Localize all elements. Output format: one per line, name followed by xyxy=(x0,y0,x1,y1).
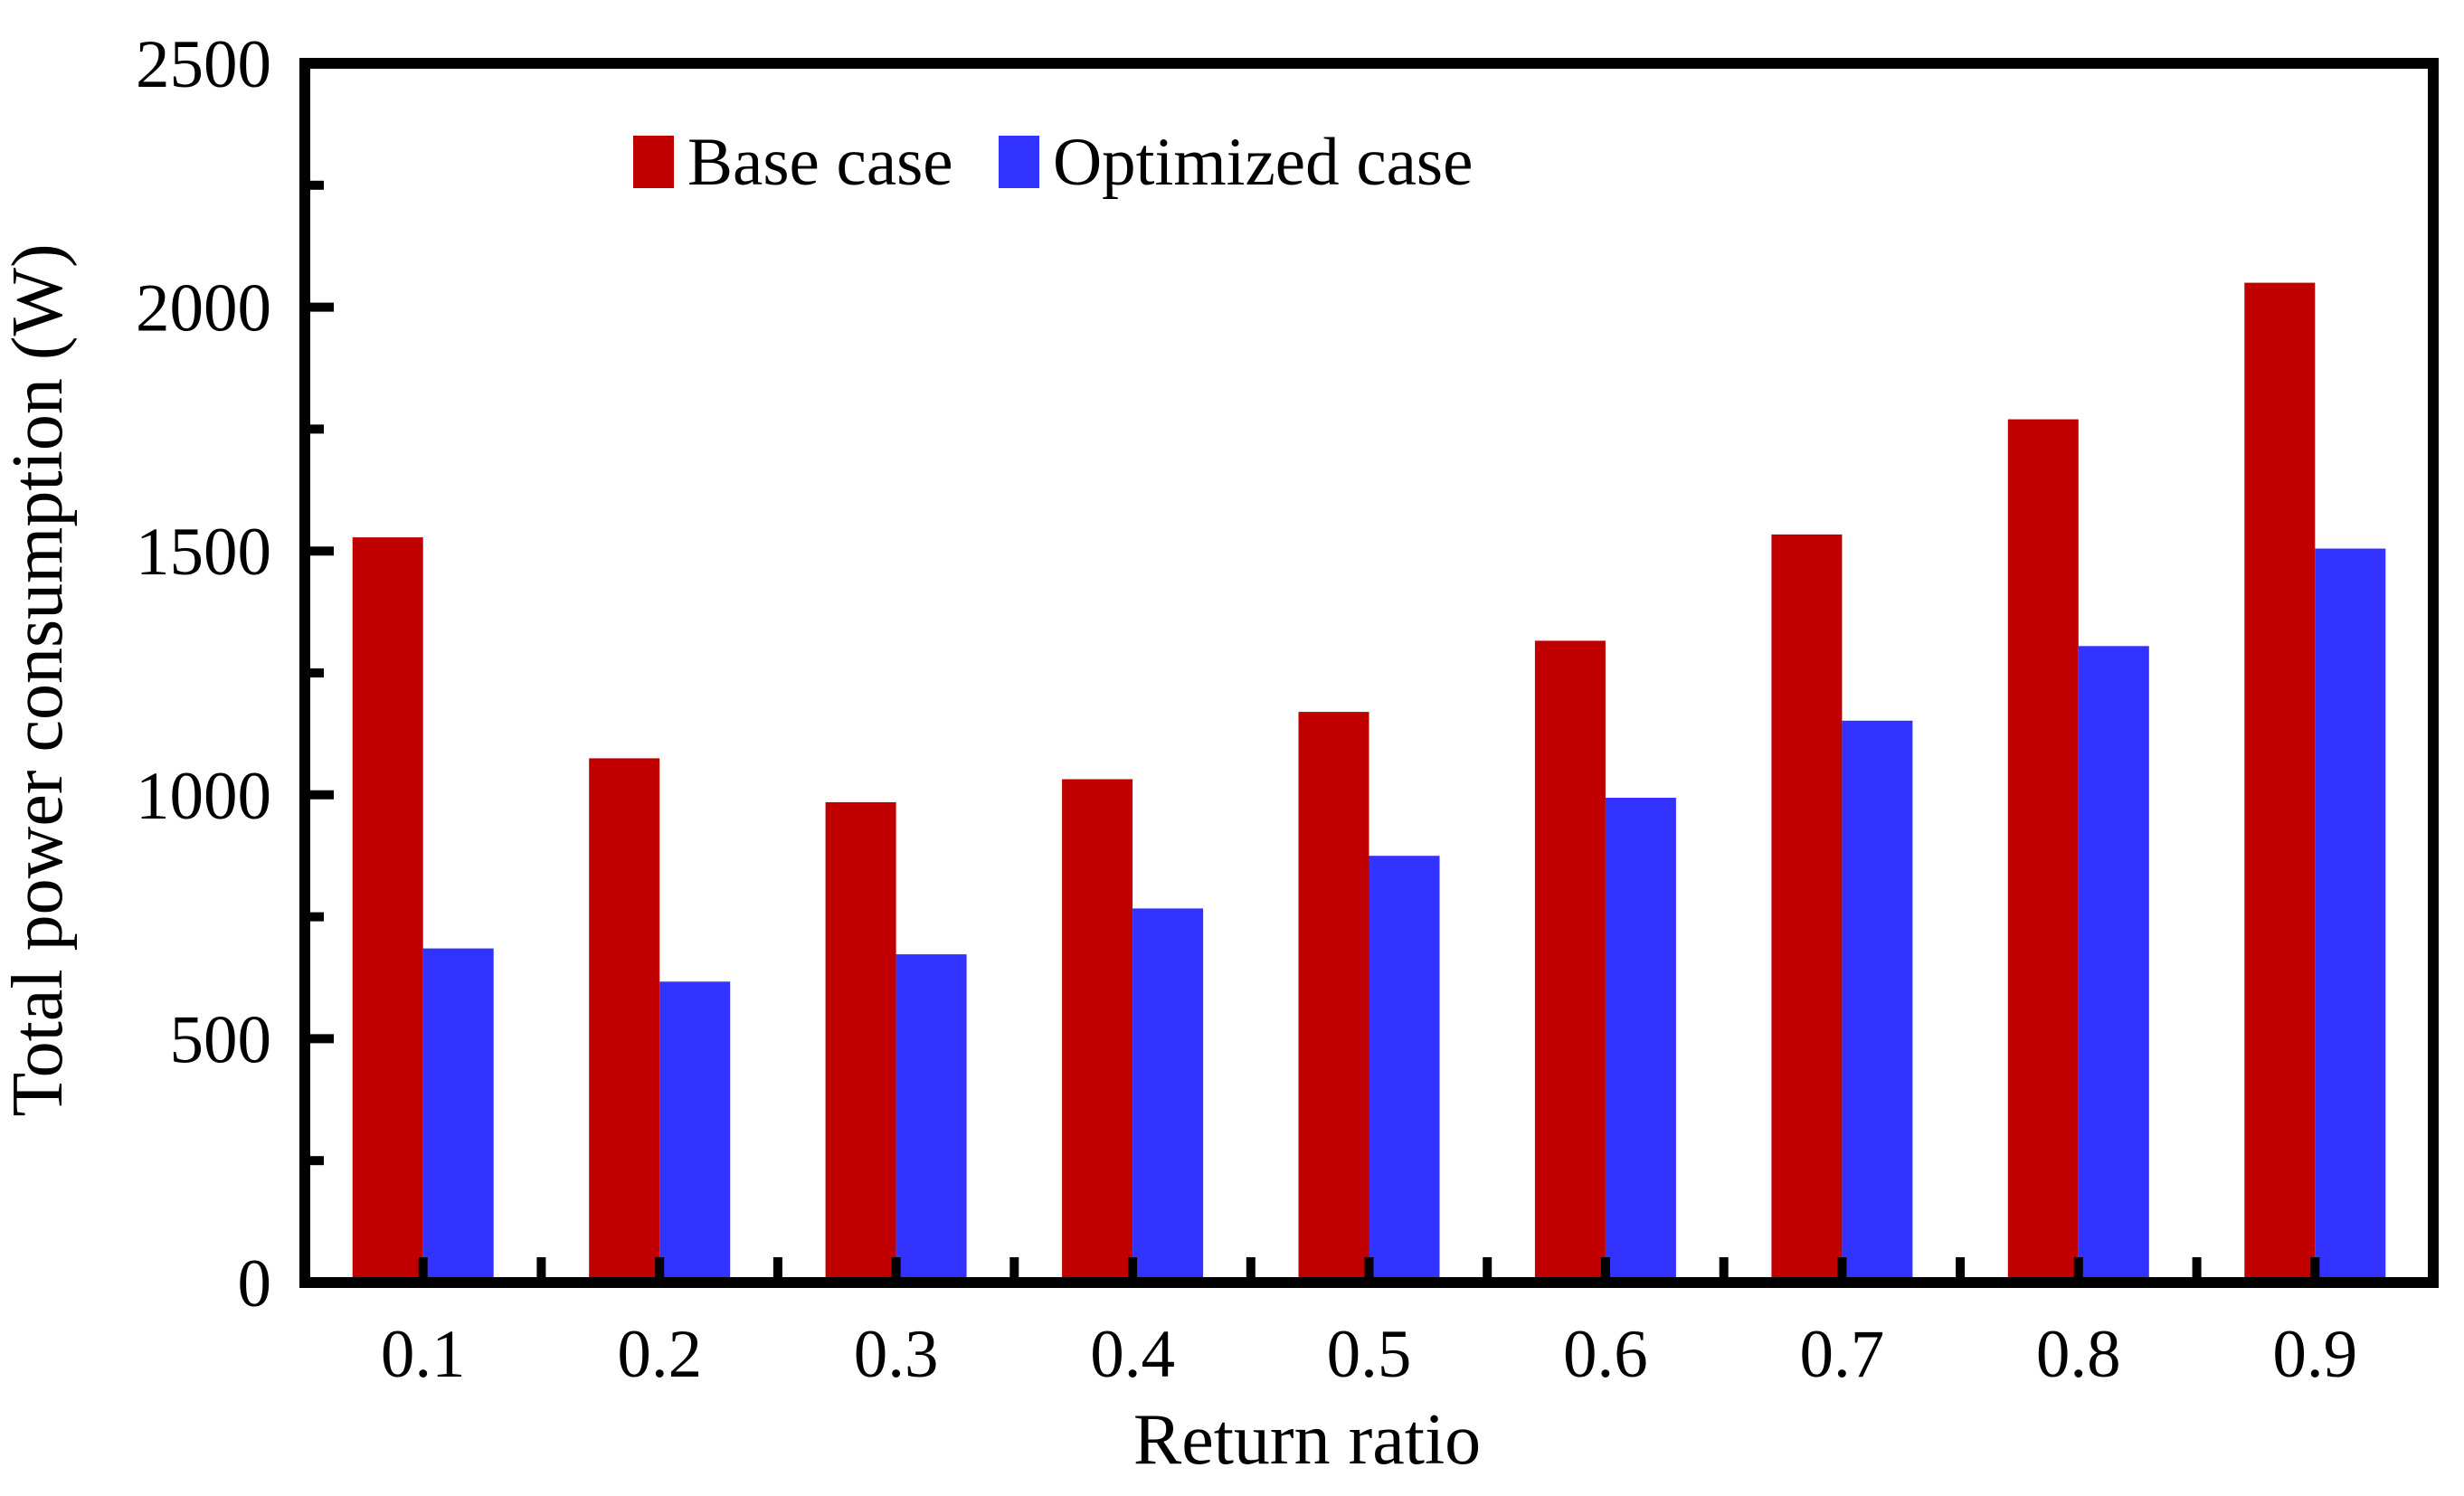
bar-optimized-case-0.4 xyxy=(1132,908,1204,1283)
x-tick-label-0.4: 0.4 xyxy=(1090,1317,1175,1392)
legend-label-optimized-case: Optimized case xyxy=(1053,125,1473,200)
bar-base-case-0.9 xyxy=(2244,282,2316,1283)
bar-base-case-0.5 xyxy=(1298,712,1369,1283)
bar-base-case-0.8 xyxy=(2007,419,2079,1283)
bar-optimized-case-0.5 xyxy=(1369,856,1440,1283)
legend-label-base-case: Base case xyxy=(687,125,953,200)
bar-optimized-case-0.2 xyxy=(659,981,731,1283)
bar-optimized-case-0.6 xyxy=(1605,798,1676,1283)
bar-base-case-0.6 xyxy=(1534,640,1606,1283)
x-tick-label-0.8: 0.8 xyxy=(2036,1317,2121,1392)
y-tick-label-1000: 1000 xyxy=(136,759,271,834)
plot-border xyxy=(299,58,2439,1288)
bar-base-case-0.2 xyxy=(589,758,660,1283)
axis-tick-labels: 0 500 1000 1500 2000 2500 0.1 0.2 0.3 0.4 0.5 0.6 0.… xyxy=(136,27,2357,1392)
x-tick-label-0.7: 0.7 xyxy=(1800,1317,1885,1392)
x-tick-label-0.3: 0.3 xyxy=(854,1317,939,1392)
x-tick-label-0.6: 0.6 xyxy=(1563,1317,1648,1392)
bar-base-case-0.4 xyxy=(1062,779,1133,1283)
legend-swatch-optimized-case xyxy=(999,136,1039,188)
bars-layer xyxy=(352,282,2386,1283)
y-axis-title: Total power consumption (W) xyxy=(0,243,78,1116)
bar-base-case-0.3 xyxy=(825,801,896,1283)
x-axis-title: Return ratio xyxy=(1133,1400,1481,1480)
y-tick-label-500: 500 xyxy=(170,1002,272,1077)
y-tick-label-1500: 1500 xyxy=(136,515,271,590)
bar-optimized-case-0.3 xyxy=(896,954,967,1283)
bar-base-case-0.7 xyxy=(1771,534,1843,1283)
bar-optimized-case-0.8 xyxy=(2078,646,2149,1283)
x-tick-label-0.1: 0.1 xyxy=(381,1317,466,1392)
legend: Base case Optimized case xyxy=(633,125,1473,200)
y-tick-label-2500: 2500 xyxy=(136,27,271,102)
bar-base-case-0.1 xyxy=(352,537,423,1283)
x-tick-label-0.2: 0.2 xyxy=(617,1317,702,1392)
bar-optimized-case-0.9 xyxy=(2315,548,2386,1283)
bar-optimized-case-0.7 xyxy=(1842,720,1913,1283)
y-tick-label-2000: 2000 xyxy=(136,271,271,346)
y-tick-label-0: 0 xyxy=(238,1246,272,1321)
x-tick-label-0.5: 0.5 xyxy=(1327,1317,1412,1392)
x-tick-label-0.9: 0.9 xyxy=(2272,1317,2357,1392)
bar-optimized-case-0.1 xyxy=(422,948,494,1283)
legend-swatch-base-case xyxy=(633,136,674,188)
